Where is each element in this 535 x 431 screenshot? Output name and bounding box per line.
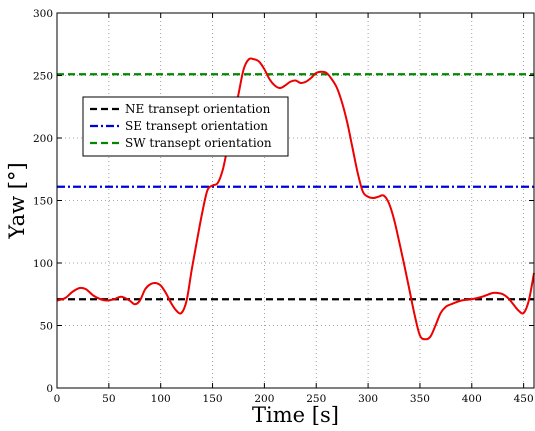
y-tick-label: 150	[33, 196, 53, 208]
x-axis-label: Time [s]	[252, 403, 339, 427]
plot-lines	[56, 57, 535, 341]
x-tick-label: 150	[203, 393, 223, 405]
y-tick-label: 50	[40, 321, 53, 333]
x-tick-label: 200	[254, 393, 274, 405]
x-tick-label: 0	[54, 393, 61, 405]
y-tick-label: 250	[33, 71, 53, 83]
axis-ticks: 0 50 100 150 200 250 300 350 400 450 0 50 100 150 200 2…	[33, 8, 534, 405]
legend-label: NE transept orientation	[125, 102, 271, 116]
x-tick-label: 100	[151, 393, 171, 405]
legend: NE transept orientation SE transept orien…	[82, 96, 289, 157]
y-tick-label: 0	[46, 383, 53, 395]
x-tick-label: 450	[514, 393, 534, 405]
grid	[57, 13, 534, 388]
y-tick-label: 100	[33, 258, 53, 270]
x-tick-label: 250	[306, 393, 326, 405]
y-tick-label: 200	[33, 133, 53, 145]
x-tick-label: 400	[462, 393, 482, 405]
legend-label: SW transept orientation	[125, 136, 272, 150]
y-axis-label: Yaw [°]	[5, 162, 29, 239]
legend-label: SE transept orientation	[125, 119, 268, 133]
x-tick-label: 50	[102, 393, 115, 405]
yaw-series-line	[56, 57, 535, 341]
x-tick-label: 350	[410, 393, 430, 405]
x-tick-label: 300	[358, 393, 378, 405]
y-tick-label: 300	[33, 8, 53, 20]
